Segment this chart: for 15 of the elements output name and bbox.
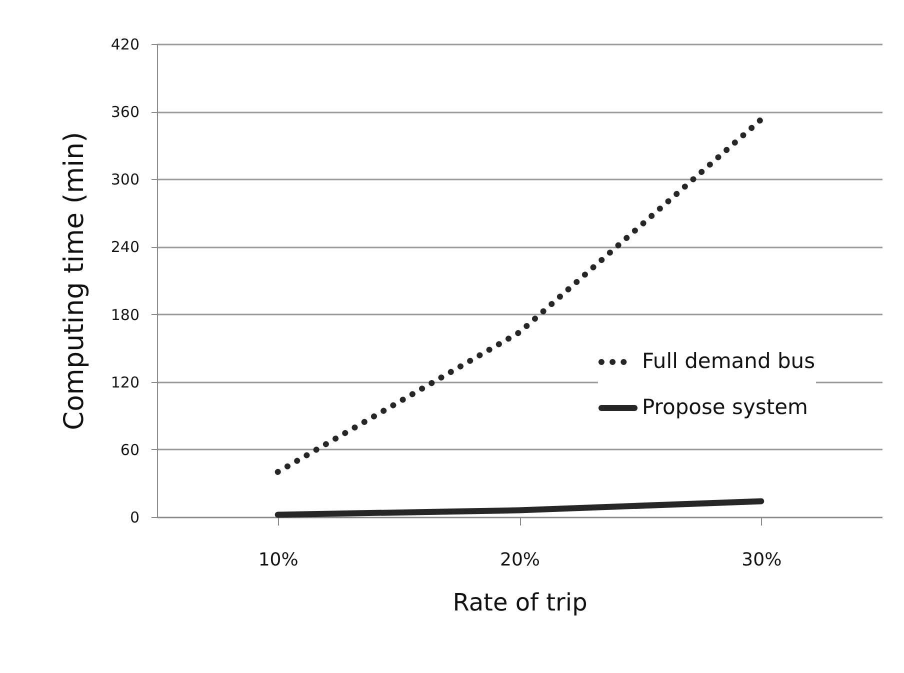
- legend-label: Propose system: [642, 395, 808, 419]
- y-tick-label: 420: [110, 36, 140, 54]
- y-tick-label: 0: [130, 508, 140, 526]
- legend-label: Full demand bus: [642, 349, 816, 373]
- y-tick-label: 240: [110, 238, 140, 256]
- x-tick-label: 20%: [500, 550, 540, 570]
- y-tick-label: 180: [110, 306, 140, 324]
- y-axis-title: Computing time (min): [58, 132, 90, 430]
- y-tick-label: 120: [110, 373, 140, 392]
- x-axis-title: Rate of trip: [452, 588, 588, 616]
- y-tick-label: 60: [120, 440, 140, 459]
- y-tick-label: 360: [110, 103, 140, 122]
- x-tick-label: 30%: [742, 550, 782, 570]
- y-tick-label: 300: [110, 170, 140, 189]
- x-tick-label: 10%: [258, 550, 298, 570]
